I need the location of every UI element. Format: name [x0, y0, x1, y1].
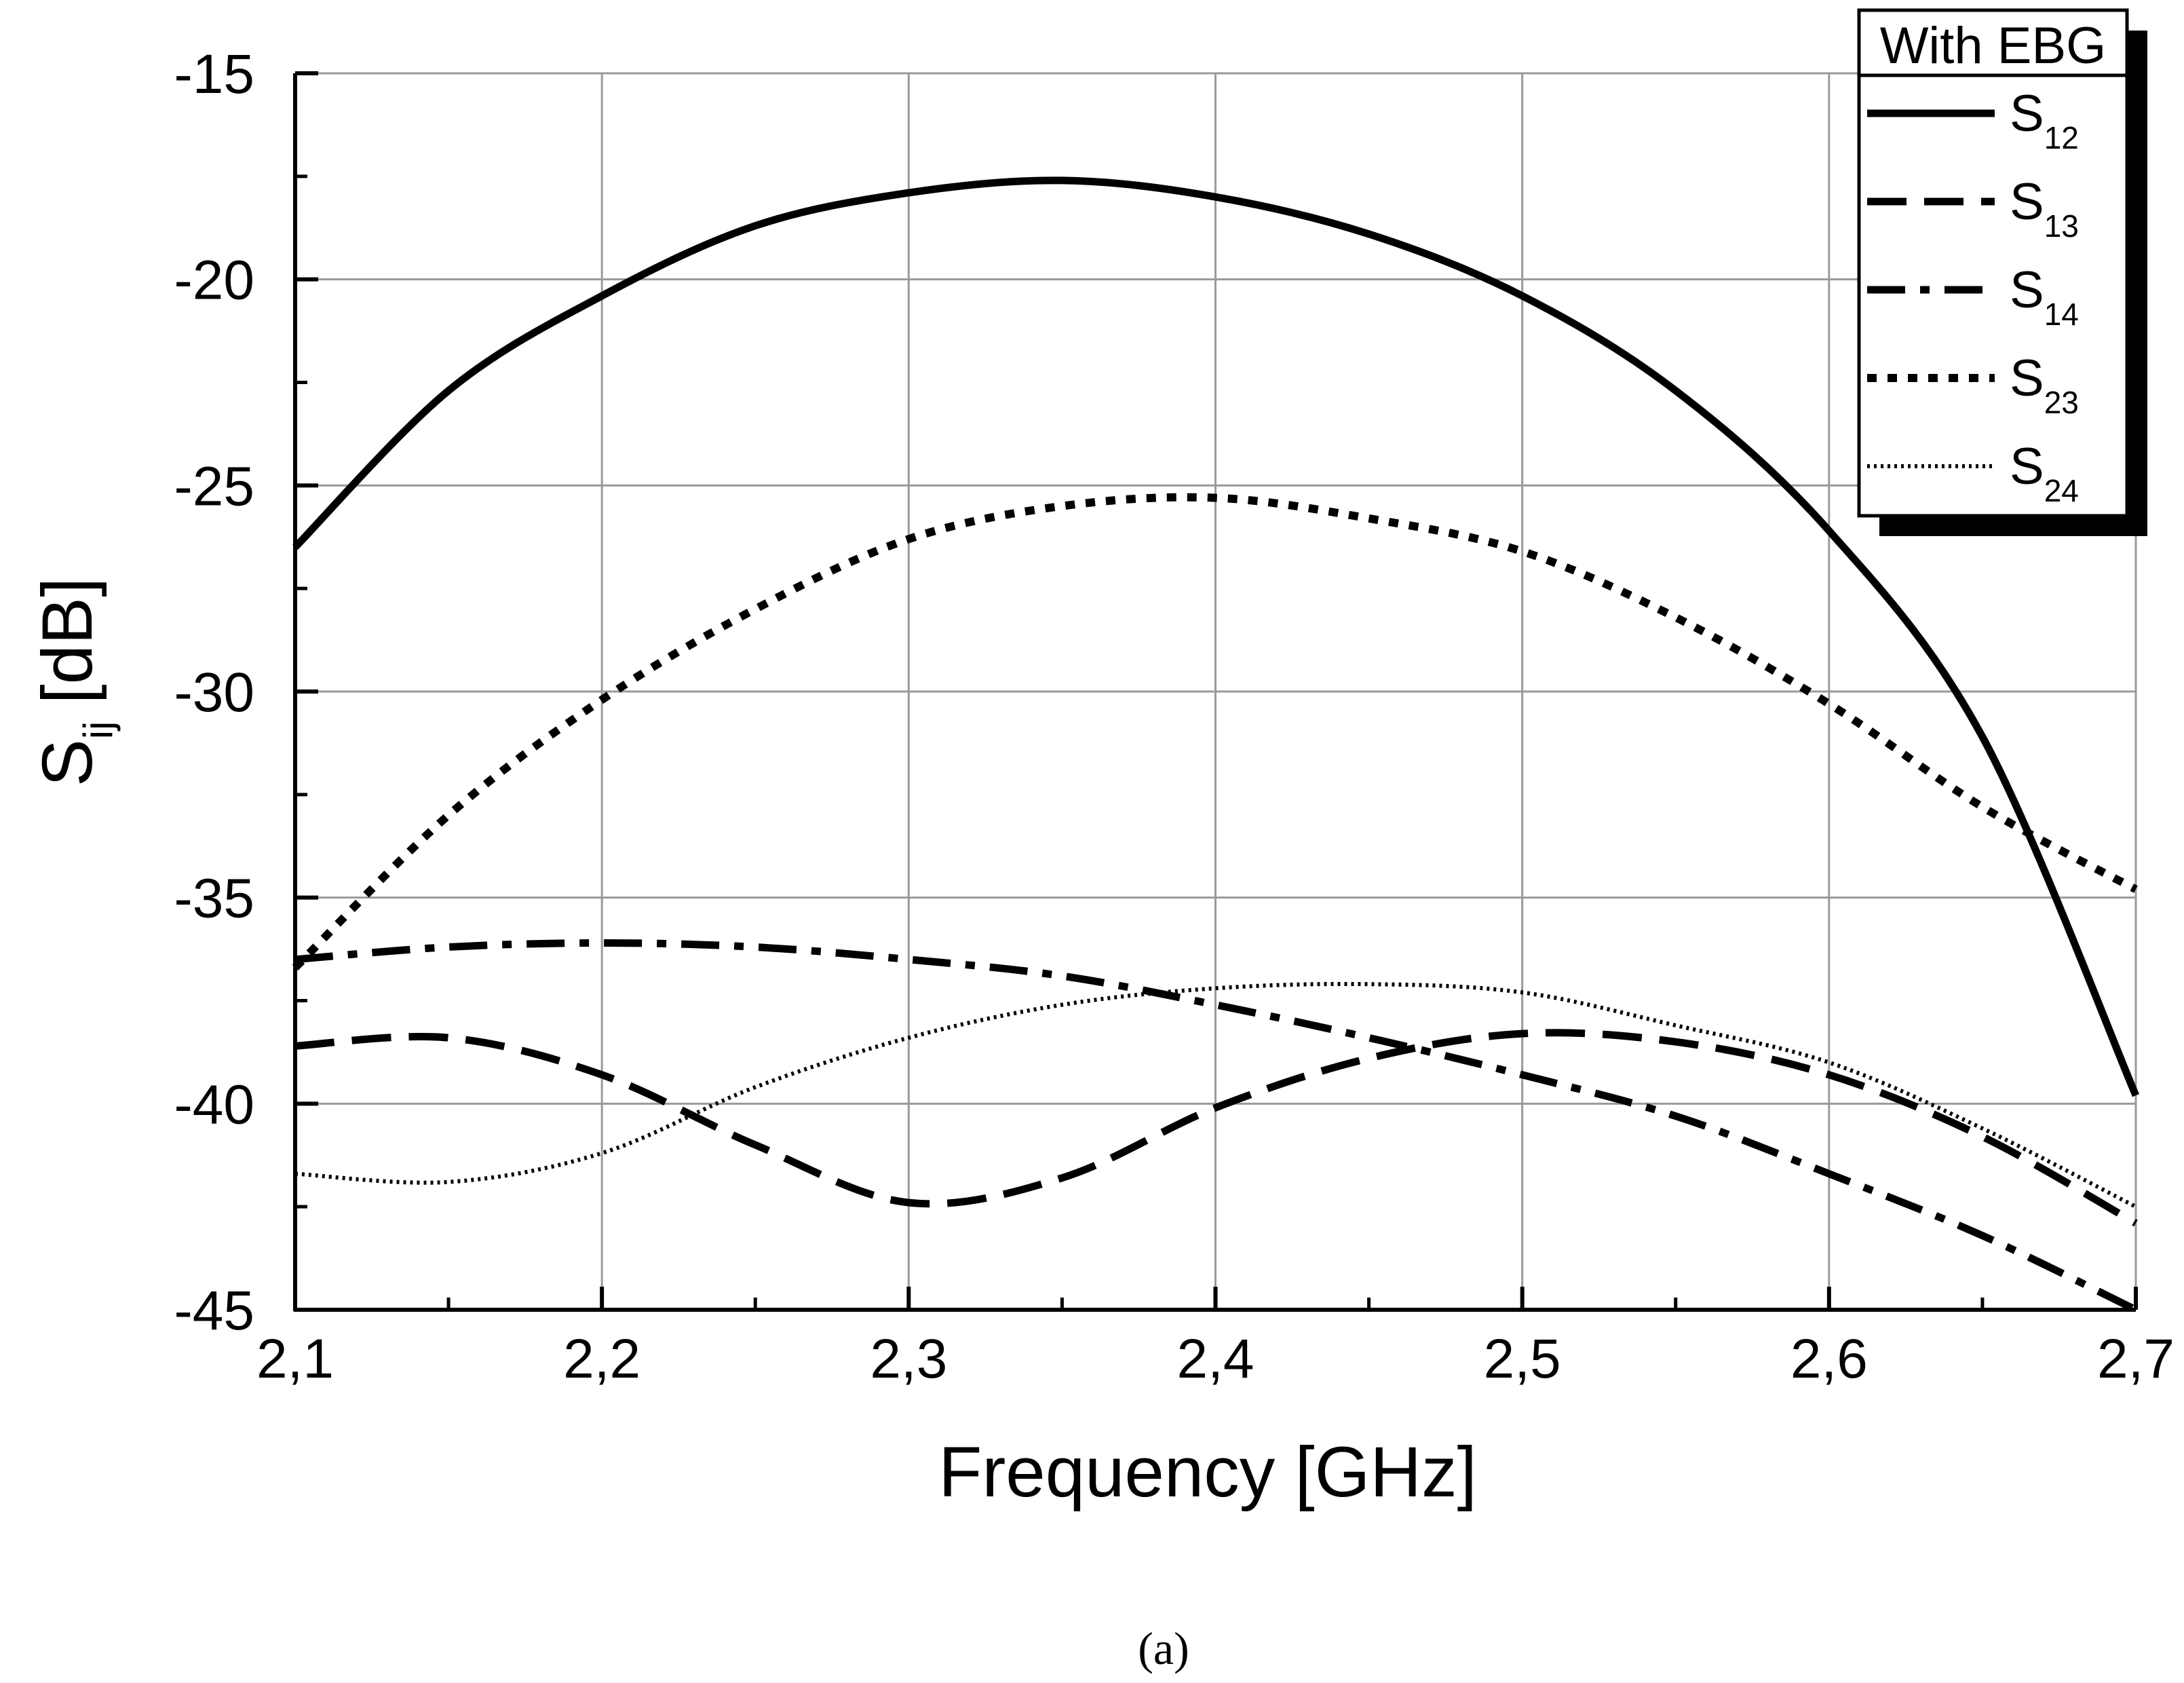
series-line-S23	[292, 493, 2138, 971]
y-axis-label-unit: [dB]	[28, 578, 107, 704]
x-tick-label: 2,6	[1790, 1328, 1868, 1390]
x-tick-label: 2,1	[256, 1328, 334, 1390]
x-tick-label: 2,2	[563, 1328, 640, 1390]
y-tick-label: -25	[174, 455, 254, 517]
legend-title: With EBG	[1880, 17, 2107, 75]
y-tick-label: -15	[174, 43, 254, 105]
legend: With EBG S12 S13 S14 S23 S24	[1857, 8, 2147, 536]
legend-label-S12: S12	[2010, 85, 2079, 155]
legend-label-S24: S24	[2010, 438, 2079, 508]
axes: 2,1 2,2 2,3 2,4 2,5 2,6 2,7 -45 -40 -35 -30 -25 -20 -…	[174, 43, 2175, 1390]
series-line-S14	[294, 939, 2138, 1313]
legend-label-S13: S13	[2010, 173, 2079, 244]
svg-text:Sij[dB]: Sij [dB]	[28, 578, 121, 787]
legend-label-S23: S23	[2010, 349, 2079, 420]
legend-label-S14: S14	[2010, 261, 2079, 332]
x-tick-label: 2,3	[870, 1328, 947, 1390]
y-tick-label: -35	[174, 868, 254, 930]
legend-box	[1857, 8, 2129, 518]
series-line-S12	[292, 176, 2140, 1097]
x-tick-label: 2,5	[1484, 1328, 1561, 1390]
y-tick-label: -40	[174, 1074, 254, 1135]
y-tick-label: -45	[174, 1280, 254, 1342]
y-axis-label-main: S	[28, 739, 107, 787]
x-tick-label: 2,4	[1177, 1328, 1254, 1390]
y-tick-label: -30	[174, 662, 254, 723]
series-line-S13	[294, 1029, 2138, 1227]
y-tick-label: -20	[174, 250, 254, 311]
series-group	[292, 176, 2140, 1313]
x-tick-label: 2,7	[2097, 1328, 2175, 1390]
figure-caption: (a)	[1138, 1623, 1189, 1674]
y-axis-label: Sij [dB]	[28, 578, 121, 787]
x-axis-label: Frequency [GHz]	[938, 1433, 1477, 1512]
y-axis-label-sub: ij	[75, 721, 121, 740]
